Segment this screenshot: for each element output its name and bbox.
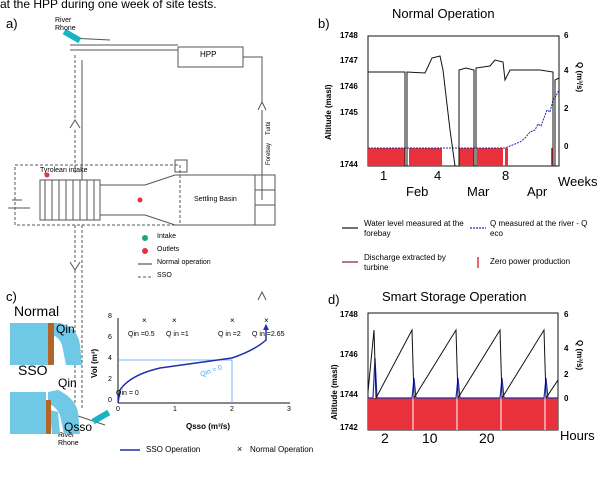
c-legend-sso: SSO Operation xyxy=(146,445,201,454)
b-ytick-1748: 1748 xyxy=(340,31,358,40)
c-sso-label: SSO xyxy=(18,362,48,378)
d-xtick-10: 10 xyxy=(422,430,438,446)
c-xtick-2: 2 xyxy=(230,406,234,413)
c-xtick-1: 1 xyxy=(173,406,177,413)
legend-discharge: Discharge extracted by turbine xyxy=(364,253,446,272)
panel-b-label: b) xyxy=(318,16,330,31)
legend-zero-power: Zero power production xyxy=(490,257,571,266)
c-qsso-label: Qsso xyxy=(64,420,93,434)
panel-d-label: d) xyxy=(328,292,340,307)
legend-sso: SSO xyxy=(157,272,172,279)
legend-q-measured: Q measured at the river - Q eco xyxy=(490,219,588,238)
c-ann-qin1: Q in =1 xyxy=(166,331,189,338)
c-marker-2: × xyxy=(172,316,177,325)
d-x-unit: Hours xyxy=(560,428,595,443)
settling-label: Settling Basin xyxy=(194,196,237,203)
d-ytick-1748: 1748 xyxy=(340,310,358,319)
b-month-apr: Apr xyxy=(527,184,548,199)
c-marker-1: × xyxy=(142,316,147,325)
c-xtick-0: 0 xyxy=(116,406,120,413)
c-ytick-4: 4 xyxy=(108,355,112,362)
c-xtick-3: 3 xyxy=(287,406,291,413)
river-top-label-2: Rhone xyxy=(55,25,76,32)
d-ytick-r0: 0 xyxy=(564,394,569,403)
c-legend-normal-marker: × xyxy=(237,444,243,454)
river-top-label-1: River xyxy=(55,17,72,24)
b-ytick-r6: 6 xyxy=(564,31,569,40)
b-ytick-1745: 1745 xyxy=(340,108,358,117)
legend-intake: Intake xyxy=(157,233,177,240)
c-ann-qin05: Qin =0.5 xyxy=(128,331,155,338)
c-normal-label: Normal xyxy=(14,303,60,319)
legend-normal-operation: Normal operation xyxy=(157,259,211,266)
b-ytick-1746: 1746 xyxy=(340,82,358,91)
b-xtick-1: 1 xyxy=(380,168,388,183)
c-xlabel: Qsso (m³/s) xyxy=(186,422,231,431)
d-ytick-r4: 4 xyxy=(564,344,569,353)
c-qin2-label: Qin xyxy=(58,376,77,390)
d-xtick-2: 2 xyxy=(381,430,389,446)
c-ytick-8: 8 xyxy=(108,313,112,320)
d-ylabel-right: Q (m³/s) xyxy=(575,340,584,371)
b-ytick-r2: 2 xyxy=(564,104,569,113)
c-marker-3: × xyxy=(230,316,235,325)
figure-caption: at the HPP during one week of site tests… xyxy=(0,0,217,11)
b-month-feb: Feb xyxy=(406,184,429,199)
d-ylabel-left: Altitude (masl) xyxy=(330,364,339,420)
b-ytick-r4: 4 xyxy=(564,66,569,75)
c-ytick-2: 2 xyxy=(108,376,112,383)
b-ytick-1744: 1744 xyxy=(340,160,358,169)
b-xtick-4: 4 xyxy=(434,168,442,183)
d-ytick-r6: 6 xyxy=(564,310,569,319)
panel-b-title: Normal Operation xyxy=(392,6,495,21)
river-bottom-label-1: River xyxy=(58,432,75,439)
tyrolean-label: Tyrolean intake xyxy=(40,167,88,174)
c-ann-qin2: Q in =2 xyxy=(218,331,241,338)
d-xtick-20: 20 xyxy=(479,430,495,446)
d-ytick-1746: 1746 xyxy=(340,350,358,359)
river-bottom-label-2: Rhone xyxy=(58,440,79,447)
panel-d-title: Smart Storage Operation xyxy=(382,289,527,304)
c-ytick-6: 6 xyxy=(108,334,112,341)
c-legend-normal: Normal Operation xyxy=(250,445,314,454)
c-ytick-0: 0 xyxy=(108,397,112,404)
b-month-mar: Mar xyxy=(467,184,490,199)
d-ytick-r2: 2 xyxy=(564,370,569,379)
d-ytick-1742: 1742 xyxy=(340,423,358,432)
c-ann-qin265: Q in =2.65 xyxy=(252,331,285,338)
panel-c-label: c) xyxy=(6,289,17,304)
d-ytick-1744: 1744 xyxy=(340,390,358,399)
legend-outlets: Outlets xyxy=(157,246,180,253)
b-ytick-r0: 0 xyxy=(564,142,569,151)
b-x-unit: Weeks xyxy=(558,174,598,189)
c-marker-4: × xyxy=(264,316,269,325)
legend-water-level: Water level measured at the forebay xyxy=(364,219,464,238)
b-ytick-1747: 1747 xyxy=(340,56,358,65)
hpp-label: HPP xyxy=(200,50,217,59)
b-xtick-8: 8 xyxy=(502,168,510,183)
c-ann-qin0: Qin = 0 xyxy=(116,390,139,397)
panel-a-label: a) xyxy=(6,16,18,31)
c-qin-label: Qin xyxy=(56,322,75,336)
